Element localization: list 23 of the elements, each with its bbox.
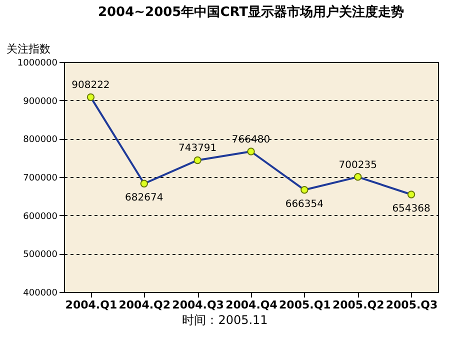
y-tick-label: 900000 — [23, 96, 58, 107]
x-tick-label: 2004.Q2 — [118, 298, 171, 312]
y-tick-label: 500000 — [23, 250, 58, 260]
data-label: 743791 — [178, 143, 217, 154]
y-tick-label: 700000 — [23, 174, 58, 184]
y-tick-label: 800000 — [23, 135, 58, 146]
x-tick-label: 2004.Q4 — [226, 298, 278, 312]
x-tick-label: 2004.Q3 — [172, 298, 224, 312]
data-label: 682674 — [125, 192, 164, 204]
data-label: 700235 — [338, 160, 377, 171]
x-tick-label: 2005.Q3 — [386, 298, 438, 312]
x-tick-label: 2004.Q1 — [65, 298, 118, 312]
data-label: 654368 — [392, 203, 430, 214]
x-tick-label: 2005.Q1 — [279, 298, 331, 312]
text: 时间：2005.11 — [181, 312, 269, 329]
y-tick-label: 600000 — [23, 212, 58, 222]
data-label: 908222 — [72, 80, 110, 92]
data-label: 666354 — [285, 198, 324, 210]
y-axis-title: 关注指数 — [6, 42, 50, 56]
y-tick-label: 1000000 — [17, 58, 58, 68]
chart-title: 2004~2005年中国CRT显示器市场用户关注度走势 — [98, 4, 404, 20]
y-tick-label: 400000 — [23, 288, 58, 298]
x-tick-label: 2005.Q2 — [332, 298, 384, 312]
